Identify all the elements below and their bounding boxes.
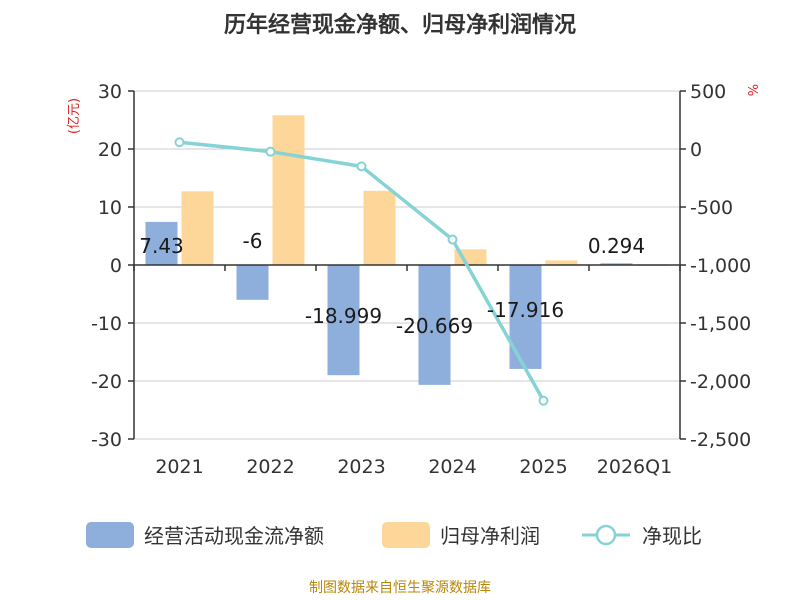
left-axis-tick-label: 20 bbox=[98, 139, 122, 161]
legend-label-ratio: 净现比 bbox=[642, 524, 702, 548]
data-labels: 7.43 -6 -18.999 -20.669 -17.916 0.294 bbox=[139, 229, 645, 338]
x-axis-tick-label: 2023 bbox=[337, 456, 385, 478]
right-axis-tick-label: 0 bbox=[690, 139, 702, 161]
right-axis-unit: % bbox=[747, 84, 762, 96]
legend-swatch-cashflow bbox=[86, 522, 134, 548]
legend-item-profit[interactable]: 归母净利润 bbox=[382, 522, 540, 548]
right-axis-tick-label: -1,500 bbox=[690, 313, 751, 335]
legend-label-profit: 归母净利润 bbox=[440, 524, 540, 548]
ratio-point bbox=[356, 161, 367, 172]
left-axis-tick-label: 10 bbox=[98, 197, 122, 219]
bar-profit bbox=[454, 249, 487, 265]
ratio-point bbox=[174, 137, 185, 148]
x-axis-tick-label: 2022 bbox=[246, 456, 294, 478]
ratio-line bbox=[179, 140, 546, 402]
right-axis-tick-label: 500 bbox=[690, 81, 726, 103]
x-axis-tick-label: 2021 bbox=[155, 456, 203, 478]
bar-cashflow bbox=[418, 265, 451, 385]
left-axis-tick-label: 30 bbox=[98, 81, 122, 103]
bar-profit bbox=[181, 191, 214, 265]
ratio-point bbox=[538, 395, 549, 406]
ratio-point bbox=[265, 146, 276, 157]
x-axis-tick-label: 2026Q1 bbox=[597, 456, 672, 478]
bar-cashflow bbox=[236, 265, 269, 300]
legend-marker-ratio bbox=[595, 524, 617, 546]
legend-item-cashflow[interactable]: 经营活动现金流净额 bbox=[86, 522, 324, 548]
left-axis-tick-label: -30 bbox=[91, 429, 122, 451]
line-series bbox=[174, 137, 549, 406]
data-label-cashflow: -20.669 bbox=[396, 314, 473, 338]
left-axis-unit: (亿元) bbox=[67, 98, 82, 134]
legend-label-cashflow: 经营活动现金流净额 bbox=[144, 524, 324, 548]
ratio-point bbox=[447, 234, 458, 245]
legend[interactable]: 经营活动现金流净额 归母净利润 净现比 bbox=[86, 522, 702, 548]
left-axis-tick-label: -10 bbox=[91, 313, 122, 335]
right-axis-tick-label: -500 bbox=[690, 197, 733, 219]
right-axis-tick-label: -2,500 bbox=[690, 429, 751, 451]
data-label-cashflow: -18.999 bbox=[305, 304, 382, 328]
data-label-cashflow: -6 bbox=[243, 229, 263, 253]
bar-cashflow bbox=[600, 263, 633, 265]
right-axis-tick-label: -2,000 bbox=[690, 371, 751, 393]
x-axis-tick-label: 2024 bbox=[428, 456, 476, 478]
legend-item-ratio[interactable]: 净现比 bbox=[582, 524, 702, 548]
bar-cashflow bbox=[327, 265, 360, 376]
bar-profit bbox=[363, 190, 396, 265]
bar-profit bbox=[545, 260, 578, 265]
left-axis-tick-label: -20 bbox=[91, 371, 122, 393]
legend-swatch-profit bbox=[382, 522, 430, 548]
right-axis-tick-label: -1,000 bbox=[690, 255, 751, 277]
data-label-cashflow: 7.43 bbox=[139, 234, 184, 258]
x-axis-tick-label: 2025 bbox=[519, 456, 567, 478]
chart-title: 历年经营现金净额、归母净利润情况 bbox=[224, 12, 576, 38]
source-note: 制图数据来自恒生聚源数据库 bbox=[309, 580, 491, 596]
left-axis-tick-label: 0 bbox=[110, 255, 122, 277]
data-label-cashflow: -17.916 bbox=[487, 298, 564, 322]
bar-profit bbox=[272, 115, 305, 265]
bar-cashflow bbox=[145, 221, 178, 265]
axes: 30 20 10 0 -10 -20 -30 500 0 -500 -1,000 -1,500 -2,0… bbox=[91, 81, 751, 478]
data-label-cashflow: 0.294 bbox=[588, 234, 645, 258]
